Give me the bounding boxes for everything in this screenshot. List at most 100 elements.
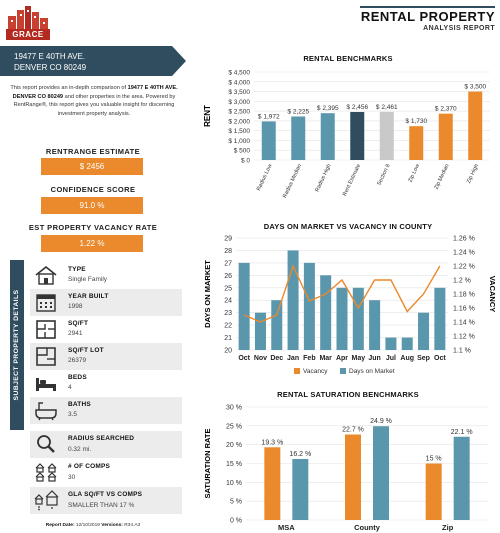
chart1-value-label: $ 1,972 bbox=[258, 113, 280, 120]
comp-row-gla bbox=[30, 487, 182, 514]
chart3-ytick: 25 % bbox=[226, 423, 242, 430]
report-subtitle: ANALYSIS REPORT bbox=[423, 25, 495, 32]
chart1-value-label: $ 2,461 bbox=[376, 104, 398, 111]
chart1-value-label: $ 3,500 bbox=[464, 84, 486, 91]
baths-label: BATHS bbox=[68, 401, 91, 408]
chart2-category-label: Oct bbox=[434, 355, 446, 362]
chart1-value-label: $ 2,395 bbox=[317, 105, 339, 112]
chart3-bar bbox=[264, 447, 281, 520]
chart1-category-label: Radius High bbox=[314, 163, 332, 193]
chart3-title: RENTAL SATURATION BENCHMARKS bbox=[277, 390, 419, 399]
chart1-bar bbox=[320, 113, 335, 160]
header-rule bbox=[360, 6, 495, 8]
chart3-value-label: 16.2 % bbox=[289, 451, 311, 458]
chart2-category-label: Feb bbox=[303, 355, 315, 362]
chart3-category-label: MSA bbox=[278, 523, 295, 532]
chart3-ytick: 15 % bbox=[226, 461, 242, 468]
chart2-ytick: 22 bbox=[224, 323, 232, 330]
radius-searched-label: RADIUS SEARCHED bbox=[68, 435, 135, 442]
chart3-value-label: 15 % bbox=[426, 456, 442, 463]
chart3-ytick: 10 % bbox=[226, 480, 242, 487]
type-label: TYPE bbox=[68, 266, 86, 273]
chart2-category-label: Dec bbox=[270, 355, 283, 362]
chart1-bar bbox=[468, 91, 483, 160]
compare-icon bbox=[34, 490, 59, 511]
chart2-legend-vacancy: Vacancy bbox=[303, 368, 328, 375]
chart1-value-label: $ 1,730 bbox=[405, 118, 427, 125]
chart2-category-label: Sep bbox=[417, 355, 430, 362]
chart1-bar bbox=[379, 111, 394, 160]
chart1-ytick: $ 2,500 bbox=[228, 109, 250, 116]
chart2-bar bbox=[271, 300, 283, 350]
chart2-ytick: 21 bbox=[224, 335, 232, 342]
chart3-ytick: 0 % bbox=[230, 518, 242, 525]
chart2-bar bbox=[385, 337, 397, 350]
detail-row-beds bbox=[30, 370, 182, 397]
logo bbox=[8, 6, 48, 34]
chart1-bar bbox=[291, 116, 306, 160]
chart2-bar bbox=[369, 300, 381, 350]
chart1-ytick: $ 3,000 bbox=[228, 99, 250, 106]
chart2-bar bbox=[352, 287, 364, 350]
saturation-chart: SATURATION RATE 0 % 5 % 10 % 15 % 20 % 25 % 30 … bbox=[203, 405, 488, 532]
chart2-legend-dom: Days on Market bbox=[349, 368, 395, 375]
chart3-ytick: 20 % bbox=[226, 442, 242, 449]
year-built-value: 1998 bbox=[68, 303, 83, 310]
chart2-category-label: Jun bbox=[368, 355, 380, 362]
chart2-bar bbox=[287, 250, 299, 350]
gla-vs-comps-label: GLA SQ/FT VS COMPS bbox=[68, 491, 143, 498]
search-icon bbox=[37, 435, 55, 453]
chart2-category-label: Oct bbox=[238, 355, 250, 362]
vacancy-rate-value: 1.22 % bbox=[41, 235, 143, 252]
chart2-ytick: 20 bbox=[224, 348, 232, 355]
chart2-ylabel-right: VACANCY bbox=[488, 276, 497, 313]
beds-label: BEDS bbox=[68, 374, 87, 381]
chart2-category-label: Apr bbox=[336, 355, 348, 362]
chart3-value-label: 19.3 % bbox=[261, 439, 283, 446]
houses-icon bbox=[35, 463, 57, 482]
chart1-category-label: Radius Median bbox=[282, 163, 303, 199]
chart2-bar bbox=[434, 287, 446, 350]
chart2-category-label: Aug bbox=[400, 355, 414, 362]
beds-value: 4 bbox=[68, 384, 72, 391]
chart2-title: DAYS ON MARKET VS VACANCY IN COUNTY bbox=[263, 222, 433, 231]
chart2-category-label: May bbox=[351, 355, 365, 362]
chart2-bar bbox=[401, 337, 413, 350]
chart1-title: RENTAL BENCHMARKS bbox=[303, 54, 393, 63]
radius-searched-value: 0.32 mi. bbox=[68, 446, 92, 453]
rentrange-estimate-label: RENTRANGE ESTIMATE bbox=[45, 147, 141, 156]
bathtub-icon bbox=[35, 402, 57, 421]
chart2-ytick-right: 1.2 % bbox=[453, 278, 471, 285]
chart3-bar bbox=[373, 426, 389, 520]
chart3-bar bbox=[453, 436, 470, 520]
chart2-ytick: 27 bbox=[224, 260, 232, 267]
comps-count-label: # OF COMPS bbox=[68, 463, 111, 470]
chart1-category-label: Section 8 bbox=[376, 163, 391, 186]
chart2-legend-swatch-vacancy bbox=[294, 368, 300, 374]
chart2-ytick: 25 bbox=[224, 285, 232, 292]
chart3-bar bbox=[292, 458, 309, 520]
chart2-vacancy-line bbox=[243, 264, 441, 323]
logo-text: GRACE bbox=[6, 29, 50, 40]
intro-text: This report provides an in-depth compari… bbox=[10, 85, 178, 117]
report-title: RENTAL PROPERTY bbox=[360, 9, 495, 24]
chart2-ytick-right: 1.22 % bbox=[453, 264, 475, 271]
chart2-ytick-right: 1.18 % bbox=[453, 292, 475, 299]
chart2-bar bbox=[336, 287, 348, 350]
chart2-bar bbox=[418, 312, 430, 350]
chart1-bar bbox=[438, 113, 453, 160]
chart1-ytick: $ 2,000 bbox=[228, 118, 250, 125]
address-line-1: 19477 E 40TH AVE. bbox=[14, 52, 86, 61]
baths-value: 3.5 bbox=[68, 411, 78, 418]
address-line-2: DENVER CO 80249 bbox=[14, 63, 87, 72]
year-built-label: YEAR BUILT bbox=[68, 293, 109, 300]
days-vs-vacancy-chart: DAYS ON MARKET VACANCY 20 21 22 23 24 25 26 27 28 2… bbox=[203, 236, 497, 376]
calendar-icon bbox=[36, 294, 56, 312]
chart1-value-label: $ 2,456 bbox=[346, 104, 368, 111]
sqft-value: 2941 bbox=[68, 330, 83, 337]
chart2-ytick: 24 bbox=[224, 298, 232, 305]
chart3-value-label: 22.7 % bbox=[342, 426, 364, 433]
chart1-bar bbox=[409, 126, 424, 160]
chart2-bar bbox=[238, 262, 250, 350]
address-banner bbox=[0, 46, 186, 76]
